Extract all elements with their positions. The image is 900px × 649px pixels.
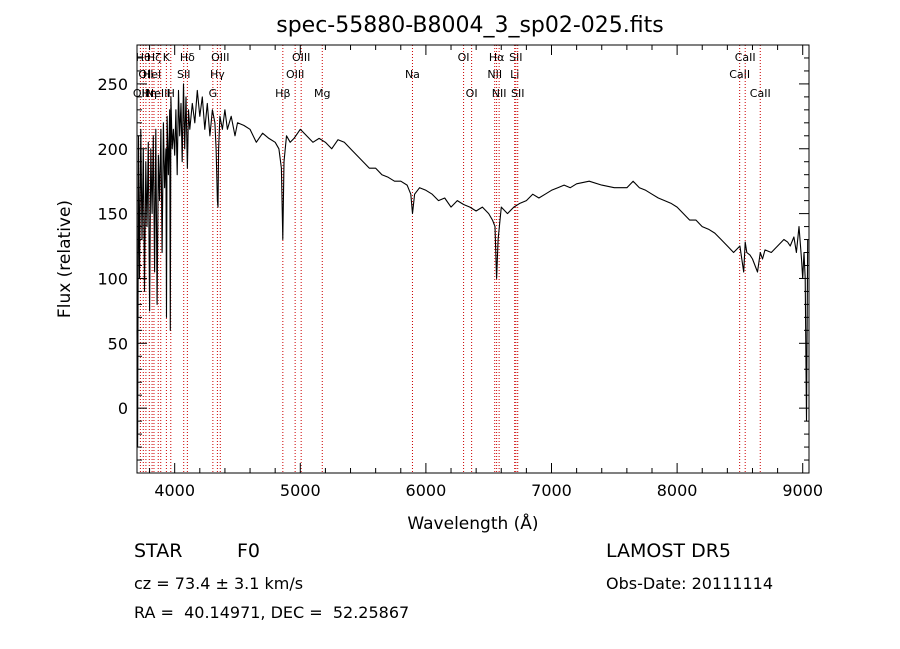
- line-marker-label: Na: [405, 68, 420, 81]
- line-marker-label: Mg: [314, 87, 330, 100]
- line-marker-label: CaII: [750, 87, 771, 100]
- line-marker-label: OI: [458, 51, 470, 64]
- line-marker-label: SII: [509, 51, 522, 64]
- y-tick-label: 100: [97, 269, 128, 288]
- coordinates: RA = 40.14971, DEC = 52.25867: [134, 603, 410, 622]
- y-tick-label: 0: [118, 399, 128, 418]
- line-marker-label: H: [167, 87, 175, 100]
- y-tick-label: 200: [97, 140, 128, 159]
- line-marker-label: NII: [492, 87, 507, 100]
- line-marker-label: Hδ: [180, 51, 195, 64]
- object-class: STAR: [134, 540, 183, 562]
- line-marker-label: OIII: [286, 68, 304, 81]
- spectrum-line: [136, 83, 809, 448]
- plot-frame: [136, 44, 810, 474]
- line-marker-label: Hζ: [147, 51, 161, 64]
- x-tick-label: 4000: [154, 481, 195, 500]
- survey-name: LAMOST DR5: [606, 540, 731, 562]
- x-tick-label: 6000: [406, 481, 447, 500]
- line-marker-label: NeIII: [146, 87, 171, 100]
- line-marker-label: CaII: [729, 68, 750, 81]
- x-tick-label: 7000: [531, 481, 572, 500]
- y-axis-ticks: 0 50 100 150 200 250: [97, 44, 809, 461]
- line-marker-label: SII: [177, 68, 190, 81]
- line-marker-label: CaII: [735, 51, 756, 64]
- line-marker-label: OIII: [292, 51, 310, 64]
- spectrum-series: [136, 83, 809, 448]
- x-tick-label: 8000: [657, 481, 698, 500]
- y-tick-label: 50: [108, 334, 128, 353]
- line-markers: OIIHθOIIHηHeIHζNeIIIKHSIIHδGHγOIIIHβOIII…: [133, 45, 771, 473]
- line-marker-label: Hη: [142, 87, 157, 100]
- object-subclass: F0: [237, 540, 261, 562]
- x-tick-label: 5000: [280, 481, 321, 500]
- redshift-velocity: cz = 73.4 ± 3.1 km/s: [134, 574, 304, 593]
- line-marker-label: OI: [466, 87, 478, 100]
- line-marker-label: G: [209, 87, 218, 100]
- line-marker-label: K: [163, 51, 171, 64]
- y-tick-label: 150: [97, 205, 128, 224]
- line-marker-label: Hβ: [275, 87, 290, 100]
- x-axis-ticks: 4000 5000 6000 7000 8000 9000: [149, 45, 823, 500]
- line-marker-label: OII: [138, 68, 153, 81]
- line-marker-label: NII: [487, 68, 502, 81]
- y-tick-label: 250: [97, 75, 128, 94]
- x-axis-label: Wavelength (Å): [407, 512, 538, 534]
- line-marker-label: Hγ: [210, 68, 225, 81]
- x-tick-label: 9000: [782, 481, 823, 500]
- y-axis-label: Flux (relative): [55, 200, 75, 318]
- line-marker-label: Hθ: [136, 51, 151, 64]
- line-marker-label: Hα: [489, 51, 505, 64]
- line-marker-label: Li: [510, 68, 519, 81]
- line-marker-label: OIII: [211, 51, 229, 64]
- line-marker-label: HeI: [143, 68, 161, 81]
- line-marker-label: SII: [511, 87, 524, 100]
- chart-title: spec-55880-B8004_3_sp02-025.fits: [276, 13, 664, 38]
- observation-date: Obs-Date: 20111114: [606, 574, 774, 593]
